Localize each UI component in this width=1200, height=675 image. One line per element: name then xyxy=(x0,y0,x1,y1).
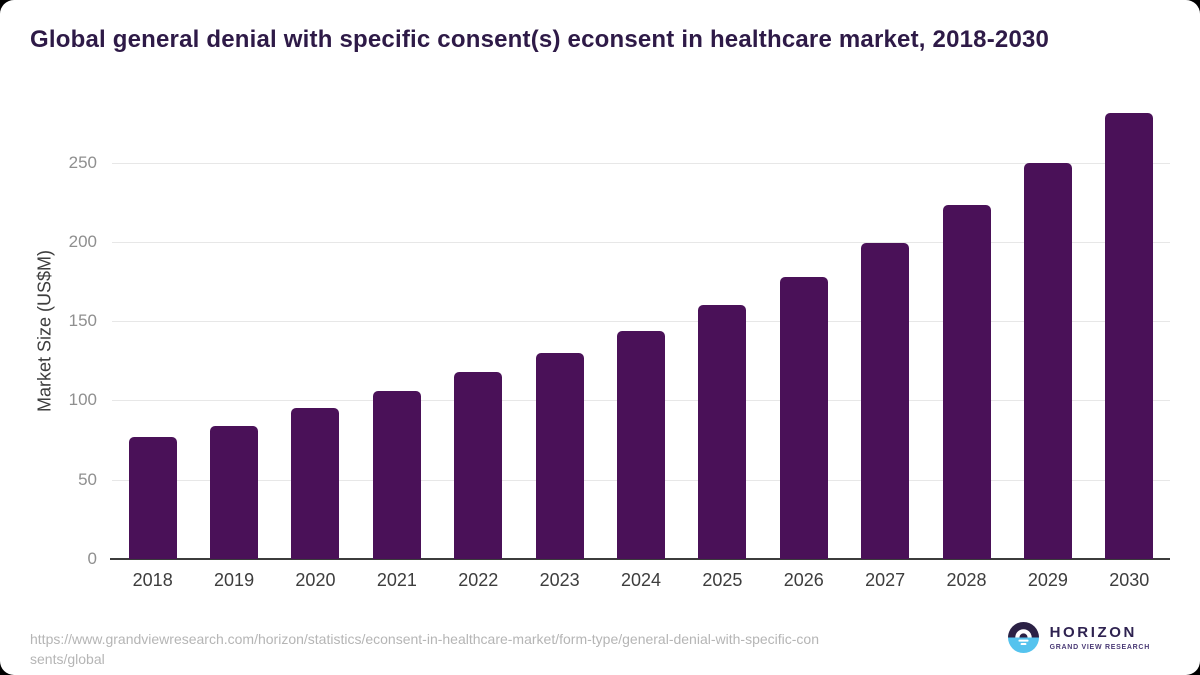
chart-title: Global general denial with specific cons… xyxy=(30,26,1050,53)
logo-water-half xyxy=(1007,637,1039,653)
y-tick-50: 50 xyxy=(78,469,97,489)
logo-sun-arch xyxy=(1014,629,1032,638)
bar-2025 xyxy=(698,305,747,559)
logo-reflection-line-1 xyxy=(1018,639,1029,642)
bar-2030 xyxy=(1105,113,1154,559)
logo-reflection-line-2 xyxy=(1020,643,1026,646)
x-label-2020: 2020 xyxy=(295,570,336,590)
source-url-line-2: sents/global xyxy=(30,651,105,667)
x-label-2022: 2022 xyxy=(458,570,499,590)
bar-2018 xyxy=(128,436,177,559)
logo-text: HORIZON GRAND VIEW RESEARCH xyxy=(1049,623,1150,651)
source-url-line-1: https://www.grandviewresearch.com/horizo… xyxy=(30,631,819,647)
y-axis-title: Market Size (US$M) xyxy=(34,249,55,413)
x-label-2025: 2025 xyxy=(702,570,743,590)
bar-2028 xyxy=(942,205,991,559)
x-axis-line xyxy=(110,558,1170,560)
logo-name: HORIZON xyxy=(1049,623,1137,641)
x-label-2021: 2021 xyxy=(376,570,417,590)
bar-2024 xyxy=(617,330,665,559)
gridline-200 xyxy=(112,241,1170,243)
horizon-sun-icon xyxy=(1007,622,1039,653)
x-label-2028: 2028 xyxy=(946,570,987,590)
bar-2020 xyxy=(291,408,340,559)
source-url: https://www.grandviewresearch.com/horizo… xyxy=(30,629,819,669)
horizon-logo: HORIZON GRAND VIEW RESEARCH xyxy=(1007,622,1150,653)
bar-2019 xyxy=(210,425,259,559)
x-label-2023: 2023 xyxy=(539,570,580,590)
x-label-2027: 2027 xyxy=(865,570,906,590)
y-tick-100: 100 xyxy=(68,390,97,410)
bar-2027 xyxy=(861,243,910,559)
bar-2023 xyxy=(535,352,584,559)
y-tick-0: 0 xyxy=(87,549,97,568)
x-label-2019: 2019 xyxy=(214,570,255,590)
gridline-150 xyxy=(112,321,1170,323)
y-tick-250: 250 xyxy=(68,152,97,172)
bar-2026 xyxy=(779,276,828,559)
logo-subtitle: GRAND VIEW RESEARCH xyxy=(1049,643,1150,651)
y-tick-150: 150 xyxy=(68,311,97,331)
bar-2029 xyxy=(1023,162,1072,559)
x-label-2026: 2026 xyxy=(783,570,824,590)
x-label-2029: 2029 xyxy=(1027,570,1068,590)
gridline-250 xyxy=(112,162,1170,164)
x-label-2018: 2018 xyxy=(132,570,173,590)
bar-2022 xyxy=(454,371,503,559)
bar-2021 xyxy=(372,390,421,559)
y-tick-200: 200 xyxy=(68,231,97,251)
x-label-2024: 2024 xyxy=(620,570,662,590)
x-label-2030: 2030 xyxy=(1109,570,1150,590)
